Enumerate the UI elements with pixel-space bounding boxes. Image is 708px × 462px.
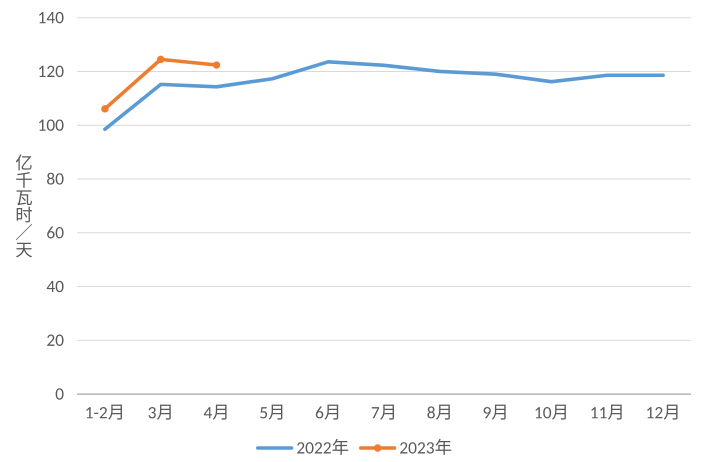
x-tick-label-10月 (535, 404, 566, 420)
series-2023年 (101, 55, 221, 113)
series-lines (101, 55, 665, 132)
legend-swatch-marker-2023年 (373, 444, 382, 452)
legend-label-2023年 (400, 438, 452, 455)
data-point-2023年-4月 (212, 61, 221, 69)
x-axis-tick-labels (86, 404, 678, 420)
x-tick-label-4月 (203, 404, 227, 420)
x-tick-label-6月 (315, 404, 339, 420)
x-tick-label-11月 (591, 404, 622, 420)
x-tick-label-1-2月 (86, 404, 122, 420)
series-line-2022年 (103, 59, 665, 132)
x-tick-label-7月 (371, 404, 394, 420)
gridlines (77, 17, 691, 395)
y-tick-label-20 (47, 334, 64, 346)
x-tick-label-12月 (647, 404, 678, 420)
x-tick-label-9月 (483, 404, 506, 420)
y-tick-label-60 (47, 226, 64, 239)
y-tick-label-0 (55, 388, 64, 400)
x-tick-label-8月 (427, 404, 450, 420)
data-point-2023年-1-2月 (101, 105, 109, 113)
legend (256, 438, 452, 455)
legend-label-2022年 (297, 438, 349, 455)
x-tick-label-3月 (148, 404, 171, 420)
y-tick-label-80 (47, 172, 64, 185)
y-axis-tick-labels (39, 11, 64, 400)
series-2022年 (103, 59, 665, 132)
data-point-2023年-3月 (157, 55, 165, 64)
x-tick-label-5月 (260, 404, 283, 420)
legend-item-2023年 (358, 438, 452, 455)
y-axis-title: 亿千瓦时/天 (15, 154, 33, 258)
y-tick-label-120 (39, 65, 64, 78)
y-tick-label-40 (46, 280, 64, 293)
legend-item-2022年 (256, 438, 349, 455)
y-axis-title-text (15, 154, 33, 258)
y-tick-label-100 (39, 119, 64, 131)
y-tick-label-140 (39, 11, 64, 24)
